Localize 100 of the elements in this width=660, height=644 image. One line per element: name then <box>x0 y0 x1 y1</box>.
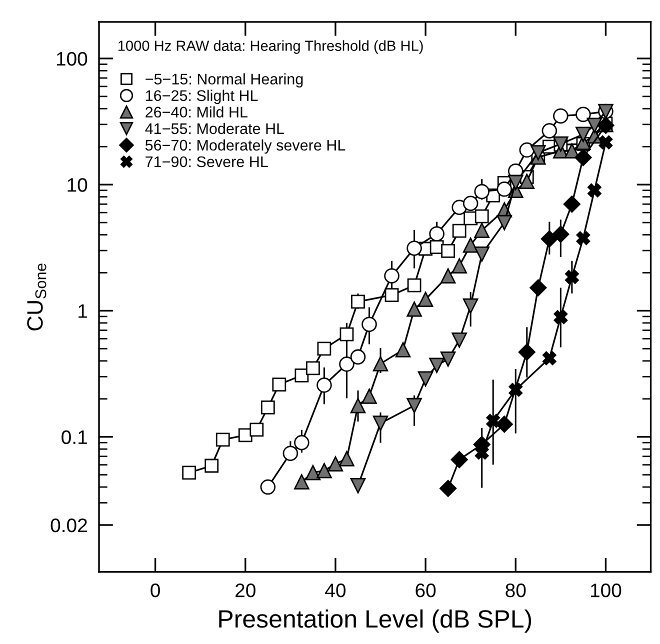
point <box>351 294 365 309</box>
point <box>362 316 377 332</box>
point <box>407 278 422 292</box>
x-tick-label: 60 <box>416 583 436 598</box>
point <box>260 400 275 414</box>
point <box>441 244 456 258</box>
point <box>406 240 422 256</box>
point <box>474 222 490 238</box>
legend-label: 41−55: Moderate HL <box>145 122 284 134</box>
legend-label: 16−25: Slight HL <box>146 90 258 104</box>
point <box>462 238 478 253</box>
point <box>350 398 366 414</box>
point <box>530 145 546 160</box>
point <box>553 108 568 124</box>
point <box>429 358 444 373</box>
point <box>282 446 298 461</box>
y-tick-label: 0.02 <box>50 518 87 532</box>
point <box>542 123 558 138</box>
point <box>384 268 400 284</box>
point <box>294 474 310 490</box>
point <box>418 292 434 308</box>
point <box>518 344 536 361</box>
point <box>519 174 535 190</box>
point <box>204 458 219 473</box>
y-tick-label: 1 <box>78 304 87 318</box>
point <box>519 142 535 158</box>
point <box>508 382 523 397</box>
x-tick-label: 80 <box>506 583 526 598</box>
point <box>339 356 354 372</box>
point <box>552 226 570 243</box>
point <box>474 246 490 262</box>
point <box>440 352 456 367</box>
point <box>563 196 580 213</box>
x-axis-title: Presentation Level (dB SPL) <box>219 609 532 633</box>
point <box>316 462 332 478</box>
point <box>429 226 444 242</box>
point <box>418 371 434 387</box>
point <box>586 118 602 133</box>
point <box>317 342 332 356</box>
point <box>372 356 388 372</box>
point <box>260 479 276 495</box>
legend-title: 1000 Hz RAW data: Hearing Threshold (dB HL) <box>118 40 423 54</box>
point <box>384 288 399 302</box>
point <box>474 209 489 224</box>
legend-label: 71−90: Severe HL <box>146 156 268 168</box>
point <box>474 184 490 200</box>
point <box>452 224 466 238</box>
point <box>406 398 422 414</box>
point <box>462 196 478 211</box>
point <box>340 327 354 342</box>
point <box>576 106 591 122</box>
point <box>350 349 366 365</box>
point <box>372 416 388 431</box>
point <box>182 466 196 480</box>
point <box>339 451 354 466</box>
point <box>450 451 468 468</box>
point <box>305 465 321 480</box>
point <box>440 268 456 284</box>
point <box>462 298 478 314</box>
point <box>554 310 568 324</box>
x-tick-label: 0 <box>150 583 160 598</box>
legend-label: 56−70: Moderately severe HL <box>145 139 346 154</box>
point <box>474 446 489 460</box>
y-tick-label: 10 <box>68 178 88 192</box>
point <box>542 351 556 366</box>
point <box>294 368 309 382</box>
y-tick-label: 0.1 <box>62 430 87 444</box>
point <box>508 174 524 190</box>
point <box>328 456 344 472</box>
point <box>540 230 558 248</box>
point <box>530 279 547 296</box>
point <box>496 416 513 433</box>
x-tick-label: 20 <box>236 583 256 598</box>
point <box>362 388 377 404</box>
point <box>564 270 579 284</box>
point <box>406 301 422 317</box>
point <box>216 432 230 447</box>
point <box>452 258 467 274</box>
point <box>486 414 500 428</box>
point <box>588 183 602 198</box>
point <box>250 422 264 437</box>
point <box>294 434 310 450</box>
point <box>452 332 467 348</box>
y-tick-label: 100 <box>56 52 88 66</box>
point <box>316 378 332 393</box>
y-axis-title: CU$_{Sone}$ <box>27 264 46 330</box>
legend-label: −5−15: Normal Hearing <box>146 73 303 88</box>
point <box>496 214 512 230</box>
point <box>598 135 613 150</box>
point <box>496 182 512 197</box>
x-tick-label: 40 <box>325 583 346 598</box>
point <box>576 126 591 142</box>
point <box>440 480 457 497</box>
point <box>395 342 411 358</box>
point <box>306 361 320 376</box>
legend-label: 26−40: Mild HL <box>146 106 248 118</box>
point <box>576 231 590 246</box>
point <box>272 378 286 392</box>
x-tick-label: 100 <box>590 583 622 598</box>
point <box>574 148 592 166</box>
